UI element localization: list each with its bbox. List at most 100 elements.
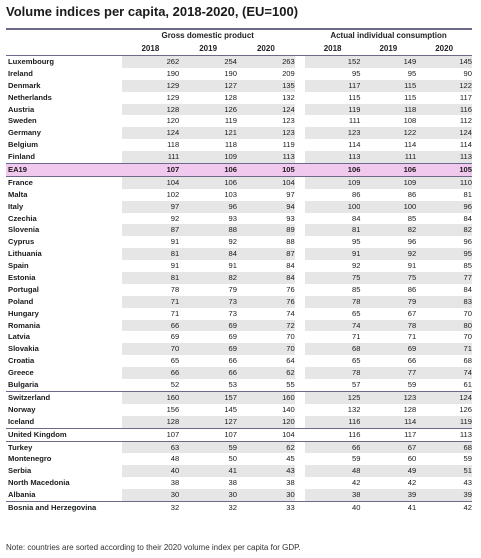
year-header: 2020 (435, 44, 454, 53)
country-name: Luxembourg (8, 57, 54, 66)
gdp-value-2018: 104 (121, 176, 180, 189)
gdp-value-2018: 66 (121, 319, 180, 332)
aic-value-2019: 111 (360, 151, 417, 164)
aic-value-2018: 65 (352, 356, 361, 366)
aic-value-2018: 114 (348, 140, 361, 150)
aic-value-2020: 124 (416, 391, 472, 404)
gdp-value-2019: 84 (179, 248, 237, 261)
gdp-value-2020: 70 (237, 343, 295, 356)
gdp-value-2020: 140 (282, 404, 295, 414)
table-row: Sweden 120 119 123 111 108 112 (6, 115, 472, 127)
aic-value-2020: 70 (463, 308, 472, 318)
gdp-value-2019: 59 (179, 441, 237, 454)
aic-value-2019: 66 (407, 356, 417, 366)
aic-value-2018: 152 (304, 56, 361, 68)
aic-value-2020: 116 (416, 103, 472, 116)
gdp-value-2020: 64 (286, 356, 295, 366)
country-name: Netherlands (8, 92, 52, 102)
aic-value-2019: 71 (407, 332, 417, 342)
aic-value-2020: 114 (459, 140, 472, 150)
gdp-value-2018: 70 (121, 343, 180, 356)
aic-value-2018: 91 (304, 248, 361, 261)
table-row: Germany 124 121 123 123 122 124 (6, 127, 472, 140)
gdp-value-2018: 52 (170, 380, 180, 390)
gdp-value-2020: 119 (282, 140, 295, 150)
gdp-value-2018: 87 (121, 224, 180, 237)
gdp-value-2020: 105 (282, 165, 295, 175)
country-name: Montenegro (8, 454, 52, 464)
aic-value-2020: 42 (463, 502, 472, 512)
aic-value-2018: 111 (348, 116, 361, 126)
aic-value-2019: 85 (407, 213, 417, 223)
aic-value-2019: 95 (407, 68, 417, 78)
country-name: United Kingdom (8, 429, 67, 439)
gdp-value-2020: 160 (237, 391, 295, 404)
gdp-value-2019: 145 (224, 404, 237, 414)
gdp-value-2018: 63 (121, 441, 180, 454)
gdp-value-2020: 87 (237, 248, 295, 261)
table-row: Malta 102 103 97 86 86 81 (6, 189, 472, 201)
gdp-value-2018: 102 (166, 189, 180, 199)
aic-value-2019: 86 (407, 189, 417, 199)
aic-value-2019: 41 (407, 502, 417, 512)
gdp-value-2020: 93 (286, 213, 295, 223)
aic-value-2018: 86 (352, 189, 361, 199)
aic-value-2020: 124 (416, 127, 472, 140)
gdp-value-2020: 30 (237, 489, 295, 501)
aic-value-2018: 100 (304, 200, 361, 213)
table-row: Hungary 71 73 74 65 67 70 (6, 308, 472, 320)
aic-value-2019: 123 (360, 391, 417, 404)
aic-value-2019: 100 (360, 200, 417, 213)
aic-value-2018: 84 (352, 213, 361, 223)
aic-value-2019: 67 (407, 308, 417, 318)
gdp-value-2020: 104 (237, 176, 295, 189)
gdp-value-2020: 45 (286, 454, 295, 464)
gdp-value-2018: 262 (121, 56, 180, 68)
gdp-value-2019: 92 (228, 237, 237, 247)
table-row: Latvia 69 69 70 71 71 70 (6, 331, 472, 343)
gdp-value-2019: 126 (179, 103, 237, 116)
gdp-value-2019: 32 (228, 502, 237, 512)
year-header: 2019 (199, 44, 218, 53)
gdp-value-2019: 96 (179, 200, 237, 213)
table-row: Netherlands 129 128 132 115 115 117 (6, 92, 472, 104)
gdp-value-2020: 38 (286, 478, 295, 488)
table-row: Poland 71 73 76 78 79 83 (6, 295, 472, 308)
gdp-value-2018: 91 (170, 261, 180, 271)
year-header: 2018 (323, 44, 342, 53)
gdp-value-2020: 88 (286, 237, 295, 247)
gdp-value-2020: 124 (237, 103, 295, 116)
aic-value-2019: 115 (404, 92, 417, 102)
group-header-row: Gross domestic product Actual individual… (6, 28, 472, 42)
country-name: Albania (8, 490, 36, 500)
country-name: Lithuania (8, 249, 42, 259)
aic-value-2018: 48 (304, 465, 361, 478)
gdp-value-2018: 124 (121, 127, 180, 140)
gdp-value-2020: 104 (282, 429, 295, 439)
gdp-value-2020: 135 (237, 79, 295, 92)
gdp-value-2018: 129 (166, 92, 180, 102)
aic-value-2019: 96 (407, 237, 417, 247)
gdp-value-2018: 190 (166, 68, 180, 78)
table-row: EA19 107 106 105 106 106 105 (6, 163, 472, 177)
aic-value-2018: 119 (304, 103, 361, 116)
aic-value-2020: 113 (416, 151, 472, 164)
aic-value-2018: 57 (352, 380, 361, 390)
gdp-value-2018: 66 (121, 367, 180, 380)
gdp-value-2019: 73 (179, 295, 237, 308)
gdp-value-2018: 71 (121, 295, 180, 308)
aic-value-2020: 122 (416, 79, 472, 92)
aic-value-2019: 91 (407, 261, 417, 271)
aic-value-2019: 114 (360, 415, 417, 428)
aic-value-2018: 92 (352, 261, 361, 271)
gdp-value-2019: 88 (179, 224, 237, 237)
aic-value-2020: 95 (416, 248, 472, 261)
aic-value-2018: 95 (352, 68, 361, 78)
table-row: Cyprus 91 92 88 95 96 96 (6, 236, 472, 248)
aic-value-2018: 85 (352, 284, 361, 294)
country-name: Malta (8, 189, 28, 199)
aic-value-2018: 109 (304, 176, 361, 189)
table-row: Slovakia 70 69 70 68 69 71 (6, 343, 472, 356)
gdp-value-2020: 84 (237, 272, 295, 284)
gdp-value-2020: 70 (286, 332, 295, 342)
